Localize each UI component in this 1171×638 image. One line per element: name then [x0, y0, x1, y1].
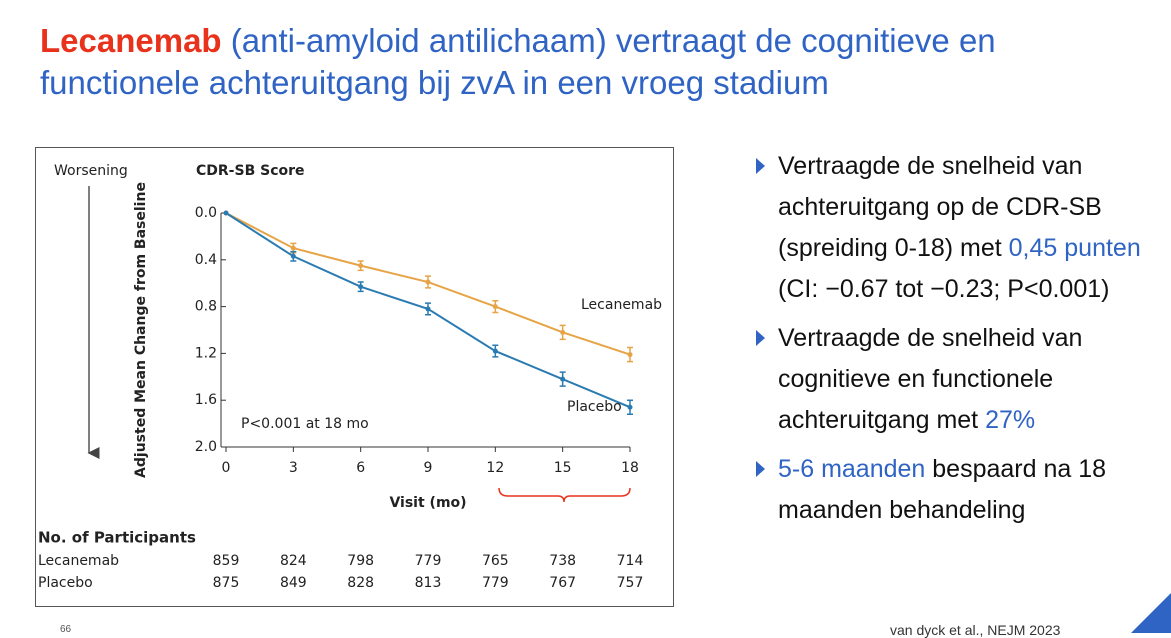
- participant-count: 849: [280, 575, 307, 591]
- participant-count: 767: [549, 575, 576, 591]
- x-tick-label: 3: [289, 460, 298, 476]
- participant-count: 875: [213, 575, 240, 591]
- data-point: [425, 306, 431, 312]
- annotation: P<0.001 at 18 mo: [241, 416, 369, 432]
- data-point: [223, 210, 229, 216]
- x-tick-label: 12: [486, 460, 504, 476]
- chart-frame: Worsening CDR-SB Score Adjusted Mean Cha…: [35, 147, 674, 607]
- data-point: [560, 329, 566, 335]
- title-segment: Lecanemab: [40, 22, 222, 59]
- data-point: [560, 376, 566, 382]
- bullet-segment: 0,45 punten: [1008, 234, 1141, 262]
- footer: van dyck et al., NEJM 2023: [890, 622, 1061, 638]
- bullet-segment: 27%: [985, 406, 1036, 434]
- data-point: [290, 253, 296, 259]
- data-point: [492, 348, 498, 354]
- data-point: [358, 263, 364, 269]
- participants-row-name: Lecanemab: [38, 553, 119, 569]
- data-point: [425, 279, 431, 285]
- y-tick-label: 0.8: [195, 299, 217, 315]
- bullet-segment: (CI: −0.67 tot −0.23; P<0.001): [778, 275, 1110, 303]
- participant-count: 779: [482, 575, 509, 591]
- participant-count: 859: [213, 553, 240, 569]
- participant-count: 813: [415, 575, 442, 591]
- series-label: Lecanemab: [581, 297, 662, 313]
- direction-label: Worsening: [54, 163, 128, 179]
- participant-count: 824: [280, 553, 307, 569]
- data-point: [627, 352, 633, 358]
- bullet: Vertraagde de snelheid van achteruitgang…: [752, 146, 1152, 310]
- participant-count: 714: [617, 553, 644, 569]
- participants-row-name: Placebo: [38, 575, 93, 591]
- bullet-segment: Vertraagde de snelheid van achteruitgang…: [778, 152, 1102, 262]
- x-axis-label: Visit (mo): [389, 495, 466, 511]
- participant-count: 738: [549, 553, 576, 569]
- chart: Worsening CDR-SB Score Adjusted Mean Cha…: [38, 163, 662, 591]
- participant-count: 757: [617, 575, 644, 591]
- x-tick-label: 9: [424, 460, 433, 476]
- bullet-segment: 5-6 maanden: [778, 455, 926, 483]
- page-number: 66: [60, 624, 72, 635]
- x-tick-label: 18: [621, 460, 639, 476]
- bullet-segment: Vertraagde de snelheid van cognitieve en…: [778, 324, 1083, 434]
- x-tick-label: 0: [222, 460, 231, 476]
- participant-count: 765: [482, 553, 509, 569]
- y-tick-label: 2.0: [195, 439, 217, 455]
- series-label: Placebo: [567, 399, 622, 415]
- slide-title: Lecanemab (anti-amyloid antilichaam) ver…: [40, 20, 1150, 104]
- x-tick-label: 15: [554, 460, 572, 476]
- participant-count: 798: [347, 553, 374, 569]
- y-tick-label: 1.6: [195, 392, 217, 408]
- participants-title: No. of Participants: [38, 529, 196, 547]
- bullet: Vertraagde de snelheid van cognitieve en…: [752, 318, 1152, 441]
- data-point: [627, 404, 633, 410]
- y-tick-label: 1.2: [195, 345, 217, 361]
- data-point: [358, 284, 364, 290]
- bullet-list: Vertraagde de snelheid van achteruitgang…: [752, 146, 1152, 539]
- participant-count: 828: [347, 575, 374, 591]
- data-point: [492, 304, 498, 310]
- x-tick-label: 6: [356, 460, 365, 476]
- y-axis-label: Adjusted Mean Change from Baseline: [133, 182, 149, 478]
- title-segment: (anti-amyloid antilichaam) vertraagt de …: [40, 22, 996, 101]
- period-brace: [498, 487, 631, 503]
- y-tick-label: 0.4: [195, 252, 217, 268]
- bullet: 5-6 maanden bespaard na 18 maanden behan…: [752, 449, 1152, 531]
- bullet-segment: bespaard na 18 maanden behandeling: [778, 455, 1107, 524]
- y-tick-label: 0.0: [195, 205, 217, 221]
- participant-count: 779: [415, 553, 442, 569]
- data-point: [290, 245, 296, 251]
- chart-title: CDR-SB Score: [196, 163, 305, 179]
- corner-decoration: [1131, 593, 1171, 633]
